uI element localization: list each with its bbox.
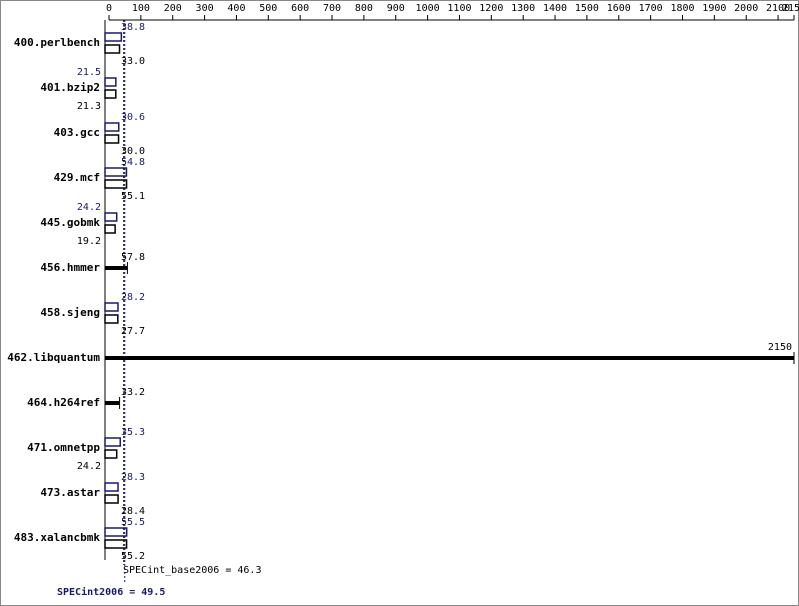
reference-label: SPECint_base2006 = 46.3 (123, 565, 261, 576)
reference-label: SPECint2006 = 49.5 (57, 586, 165, 598)
x-tick-label: 100 (132, 3, 150, 14)
bar (104, 314, 119, 324)
bar (105, 401, 120, 405)
category-label: 429.mcf (54, 171, 100, 184)
bar (104, 212, 118, 222)
value-label: 21.5 (77, 67, 101, 78)
bar (105, 266, 128, 270)
value-label: 27.7 (121, 326, 145, 337)
x-tick-label: 1100 (447, 3, 471, 14)
x-tick-label: 1800 (670, 3, 694, 14)
value-label: 57.8 (121, 252, 145, 263)
x-tick-label: 300 (196, 3, 214, 14)
value-label: 19.2 (77, 236, 101, 247)
x-tick-label: 1900 (702, 3, 726, 14)
bar (104, 122, 120, 132)
value-label: 33.0 (121, 56, 145, 67)
bar (104, 134, 120, 144)
bar (104, 44, 121, 54)
bar (104, 179, 128, 189)
bar (105, 356, 794, 360)
category-label: 458.sjeng (40, 306, 100, 319)
value-label: 55.5 (121, 517, 145, 528)
category-label: 456.hmmer (40, 261, 100, 274)
x-tick-label: 400 (227, 3, 245, 14)
value-label: 35.3 (121, 427, 145, 438)
category-label: 464.h264ref (27, 396, 100, 409)
x-tick-label: 2000 (734, 3, 758, 14)
category-label: 471.omnetpp (27, 441, 100, 454)
x-tick-label: 600 (291, 3, 309, 14)
bar (104, 437, 121, 447)
x-tick-label: 2100 (766, 3, 790, 14)
value-label: 2150 (768, 342, 792, 353)
bar (104, 527, 128, 537)
bar (104, 167, 128, 177)
x-tick-label: 1400 (543, 3, 567, 14)
bar (104, 89, 117, 99)
bar (104, 224, 116, 234)
value-label: 21.3 (77, 101, 101, 112)
category-label: 400.perlbench (14, 36, 100, 49)
value-label: 33.2 (121, 387, 145, 398)
bar (104, 449, 118, 459)
category-label: 445.gobmk (40, 216, 100, 229)
x-tick-label: 200 (164, 3, 182, 14)
x-tick-label: 0 (106, 3, 112, 14)
x-tick-label: 1700 (639, 3, 663, 14)
value-label: 54.8 (121, 157, 145, 168)
bar (104, 539, 128, 549)
value-label: 55.2 (121, 551, 145, 562)
value-label: 38.8 (121, 22, 145, 33)
x-tick-label: 900 (387, 3, 405, 14)
category-label: 403.gcc (54, 126, 100, 139)
value-label: 24.2 (77, 461, 101, 472)
x-tick-label: 1300 (511, 3, 535, 14)
value-label: 28.2 (121, 292, 145, 303)
x-tick-label: 1200 (479, 3, 503, 14)
x-tick-label: 1500 (575, 3, 599, 14)
x-tick-label: 1600 (607, 3, 631, 14)
bar (104, 482, 119, 492)
category-label: 473.astar (40, 486, 100, 499)
x-tick-label: 2150 (782, 3, 799, 14)
bar (104, 32, 123, 42)
bar (104, 302, 119, 312)
category-label: 462.libquantum (7, 351, 100, 364)
value-label: 28.3 (121, 472, 145, 483)
x-tick-label: 800 (355, 3, 373, 14)
value-label: 28.4 (121, 506, 145, 517)
x-tick-label: 500 (259, 3, 277, 14)
value-label: 30.0 (121, 146, 145, 157)
category-label: 401.bzip2 (40, 81, 100, 94)
value-label: 24.2 (77, 202, 101, 213)
category-label: 483.xalancbmk (14, 531, 100, 544)
bar (104, 77, 117, 87)
bar (104, 494, 119, 504)
x-tick-label: 1000 (416, 3, 440, 14)
x-tick-label: 700 (323, 3, 341, 14)
value-label: 55.1 (121, 191, 145, 202)
value-label: 30.6 (121, 112, 145, 123)
